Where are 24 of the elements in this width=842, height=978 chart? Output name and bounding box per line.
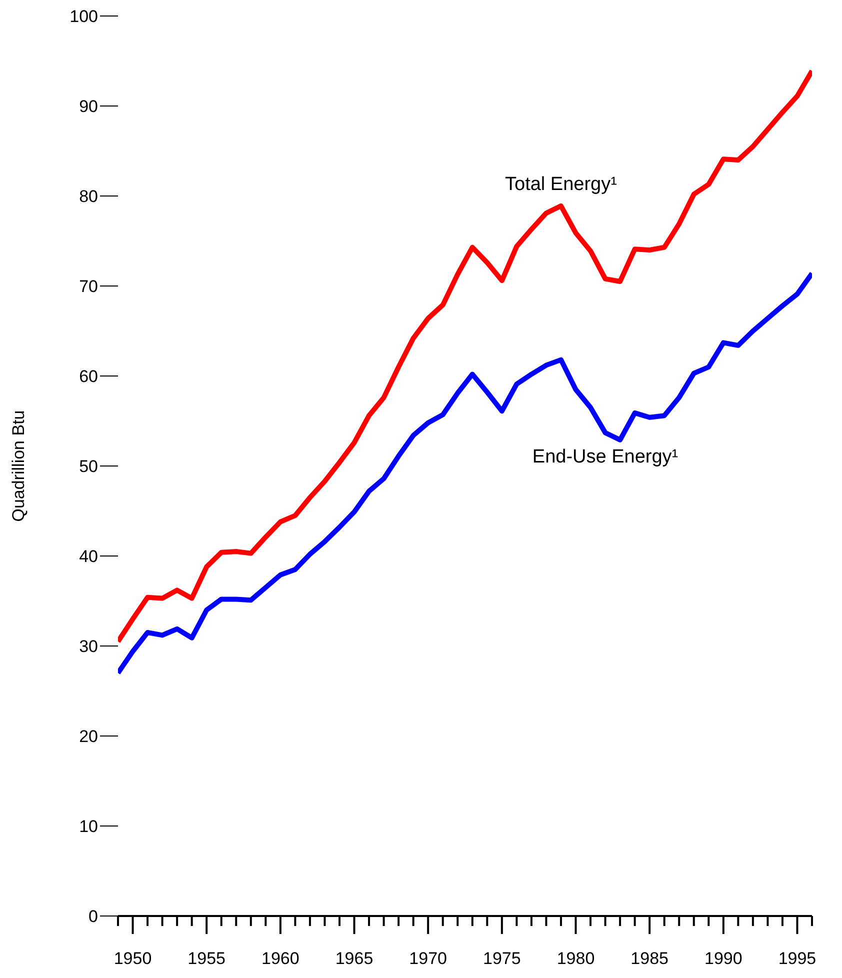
y-tick-label: 0 (88, 907, 98, 926)
x-tick-label: 1995 (778, 949, 816, 968)
y-tick-label: 10 (79, 817, 98, 836)
x-tick-label: 1980 (556, 949, 595, 968)
y-axis-title: Quadrillion Btu (9, 410, 28, 522)
y-tick-label: 20 (79, 727, 98, 746)
series-label: Total Energy¹ (505, 174, 617, 195)
y-tick-label: 70 (79, 277, 98, 296)
y-tick-label: 40 (79, 547, 98, 566)
y-tick-label: 50 (79, 457, 98, 476)
y-tick-label: 100 (70, 7, 98, 26)
x-tick-label: 1970 (409, 949, 447, 968)
x-tick-label: 1950 (114, 949, 152, 968)
x-tick-label: 1955 (188, 949, 226, 968)
x-tick-label: 1985 (630, 949, 668, 968)
y-tick-label: 30 (79, 637, 98, 656)
y-tick-label: 80 (79, 187, 98, 206)
x-tick-label: 1965 (335, 949, 374, 968)
series-label: End-Use Energy¹ (532, 446, 678, 468)
x-tick-label: 1990 (704, 949, 742, 968)
x-tick-label: 1975 (483, 949, 521, 968)
x-tick-label: 1960 (262, 949, 300, 968)
y-tick-label: 60 (79, 367, 98, 386)
y-tick-label: 90 (79, 97, 98, 116)
